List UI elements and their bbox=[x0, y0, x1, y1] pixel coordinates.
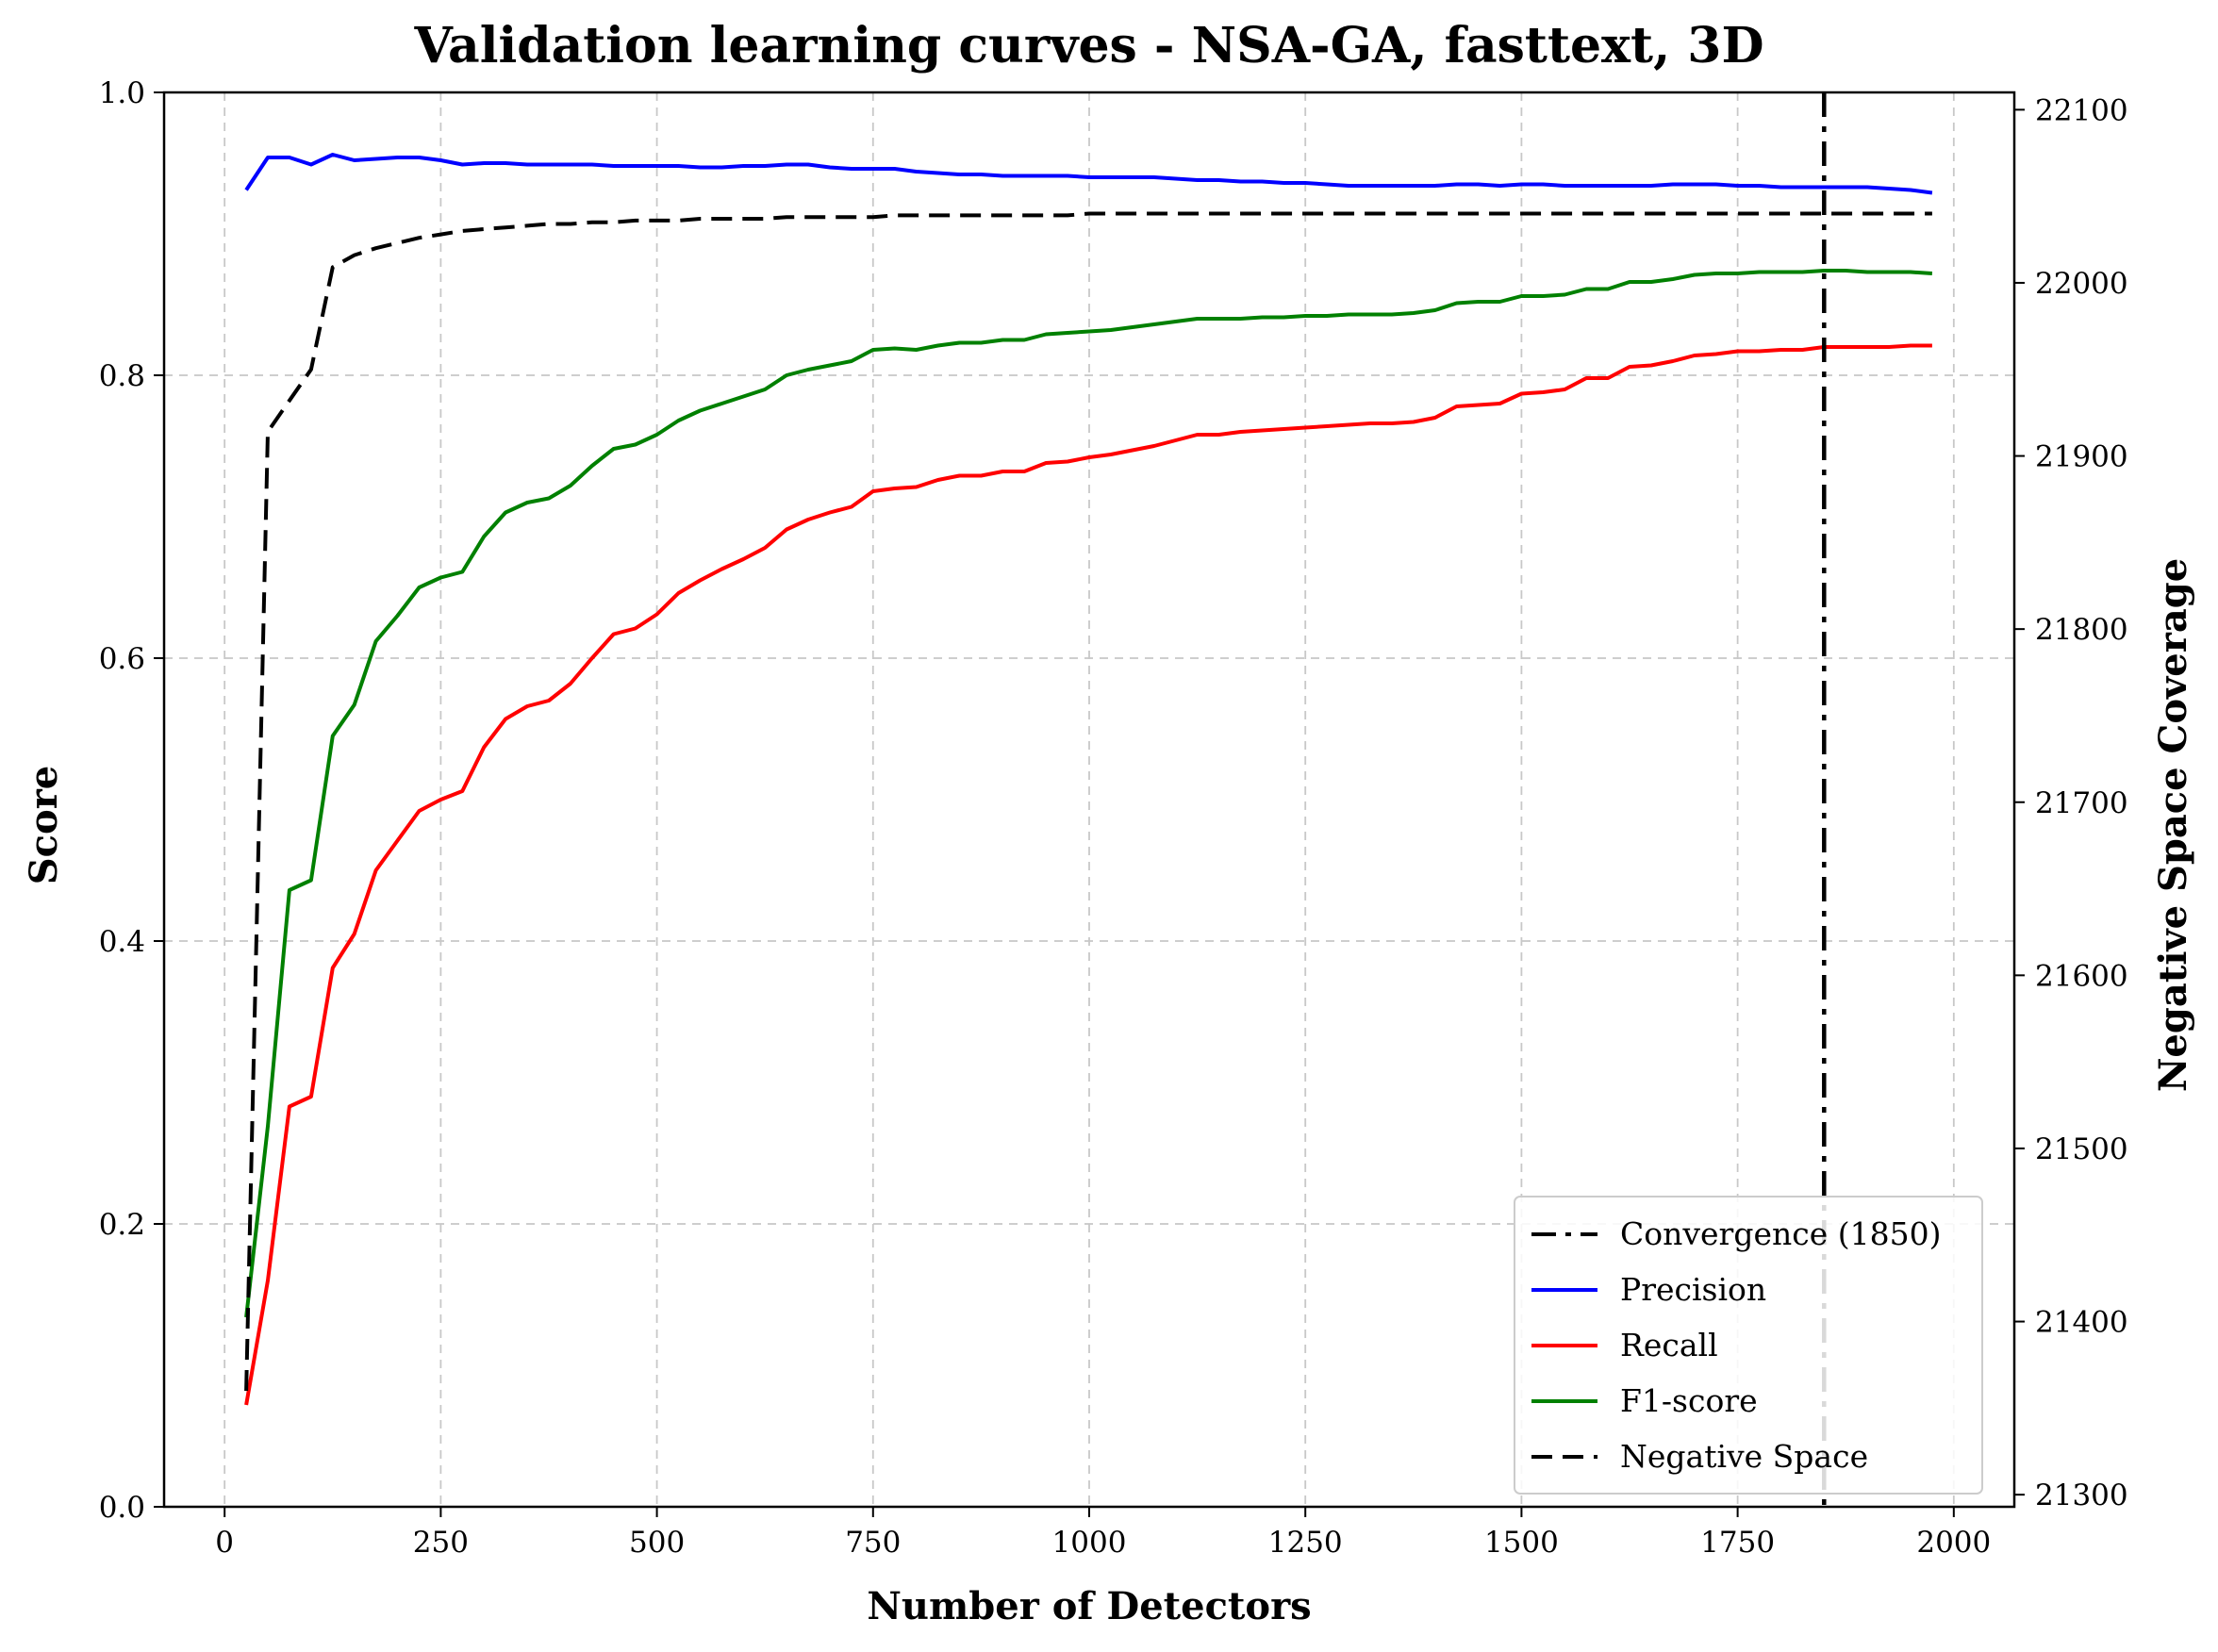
x-tick-label: 1750 bbox=[1700, 1526, 1775, 1560]
y2-tick-label: 21500 bbox=[2035, 1132, 2128, 1166]
y-tick-label: 0.8 bbox=[99, 359, 145, 393]
y2-tick-label: 22000 bbox=[2035, 267, 2128, 301]
chart-title: Validation learning curves - NSA-GA, fas… bbox=[413, 17, 1763, 74]
legend-box bbox=[1514, 1196, 1983, 1495]
y2-tick-label: 21800 bbox=[2035, 613, 2128, 647]
y-tick-label: 0.6 bbox=[99, 642, 145, 676]
y2-axis-label: Negative Space Coverage bbox=[2151, 558, 2195, 1092]
legend: Convergence (1850) Precision Recall F1-scor… bbox=[1514, 1196, 1983, 1495]
y2-tick-label: 21400 bbox=[2035, 1306, 2128, 1340]
legend-label: Convergence (1850) bbox=[1620, 1215, 1941, 1252]
series-line-f1-score bbox=[244, 269, 1933, 1318]
series-line-recall bbox=[244, 343, 1932, 1406]
x-tick-label: 1500 bbox=[1484, 1526, 1559, 1560]
y-axis-label: Score bbox=[22, 766, 66, 884]
x-tick-label: 1000 bbox=[1052, 1526, 1127, 1560]
x-tick-label: 1250 bbox=[1268, 1526, 1343, 1560]
y-tick-label: 1.0 bbox=[99, 76, 145, 110]
legend-label: Negative Space bbox=[1620, 1438, 1868, 1475]
y-tick-label: 0.0 bbox=[99, 1491, 145, 1525]
y-tick-label: 0.2 bbox=[99, 1208, 145, 1242]
y-tick-label: 0.4 bbox=[99, 925, 145, 959]
axis-ticks: 0 250 500 750 1000 1250 1500 1750 2000 0.0 0.2 0.4 0… bbox=[99, 76, 2128, 1560]
x-axis-label: Number of Detectors bbox=[867, 1584, 1311, 1628]
x-tick-label: 750 bbox=[845, 1526, 901, 1560]
y2-tick-label: 21700 bbox=[2035, 786, 2128, 820]
x-tick-label: 500 bbox=[629, 1526, 685, 1560]
legend-label: Precision bbox=[1620, 1271, 1766, 1308]
legend-label: F1-score bbox=[1620, 1382, 1758, 1419]
y2-tick-label: 21300 bbox=[2035, 1479, 2128, 1512]
y2-tick-label: 21600 bbox=[2035, 959, 2128, 993]
series-line-precision bbox=[244, 153, 1933, 195]
y2-tick-label: 21900 bbox=[2035, 440, 2128, 474]
x-tick-label: 250 bbox=[413, 1526, 469, 1560]
legend-label: Recall bbox=[1620, 1327, 1718, 1363]
x-tick-label: 0 bbox=[215, 1526, 234, 1560]
series-line-negative-space bbox=[244, 211, 1932, 1392]
y2-tick-label: 22100 bbox=[2035, 93, 2128, 127]
x-tick-label: 2000 bbox=[1916, 1526, 1991, 1560]
